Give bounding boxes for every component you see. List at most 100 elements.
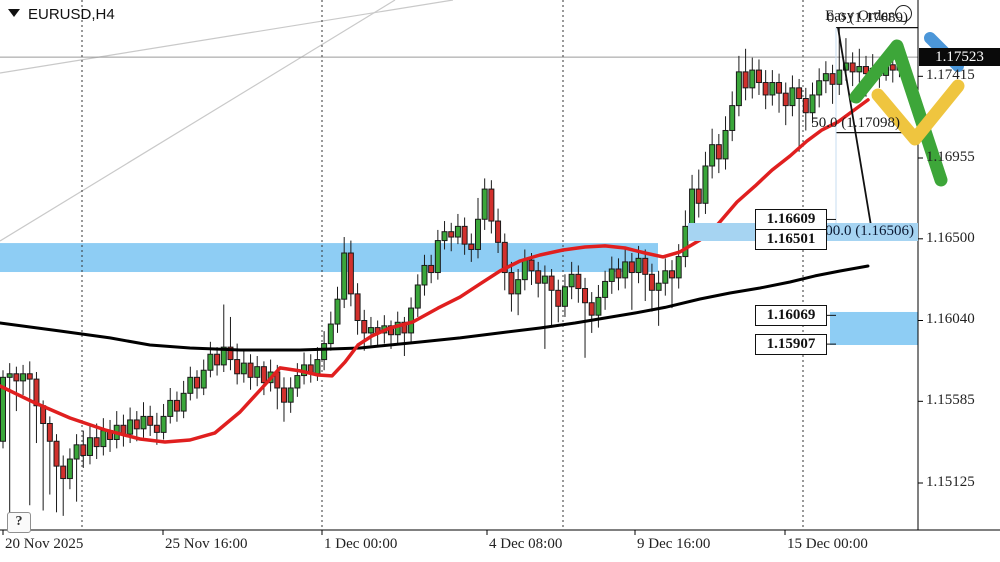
candle-body bbox=[515, 279, 522, 295]
candle-body bbox=[194, 376, 201, 389]
candle-body bbox=[829, 73, 836, 85]
candle-body bbox=[816, 80, 823, 96]
candle-body bbox=[127, 419, 134, 435]
price-level-tag[interactable]: 1.15907 bbox=[755, 334, 827, 356]
candle-body bbox=[575, 273, 582, 290]
candle-body bbox=[26, 373, 33, 380]
price-level-tag[interactable]: 1.16069 bbox=[755, 305, 827, 327]
time-axis-label: 25 Nov 16:00 bbox=[165, 536, 248, 552]
candle-body bbox=[160, 415, 167, 433]
candle-body bbox=[662, 270, 669, 284]
candle-body bbox=[749, 69, 756, 89]
candle-body bbox=[441, 231, 448, 242]
candle-body bbox=[321, 343, 328, 361]
candle-body bbox=[254, 366, 261, 378]
candle-body bbox=[260, 366, 267, 384]
candle-body bbox=[187, 376, 194, 394]
candle-body bbox=[173, 399, 180, 412]
candle-body bbox=[474, 218, 481, 250]
price-axis-label: 1.16040 bbox=[926, 311, 975, 328]
candle-body bbox=[0, 376, 6, 442]
candle-body bbox=[93, 437, 100, 448]
candle-body bbox=[33, 378, 40, 407]
candle-body bbox=[46, 423, 53, 442]
candle-body bbox=[889, 64, 896, 71]
candle-body bbox=[682, 225, 689, 258]
symbol-dropdown-icon[interactable] bbox=[8, 9, 20, 17]
candle-body bbox=[240, 362, 247, 375]
candle-body bbox=[80, 444, 87, 456]
candle-body bbox=[367, 327, 374, 334]
candle-body bbox=[227, 346, 234, 361]
candle-body bbox=[722, 129, 729, 160]
candle-body bbox=[595, 296, 602, 316]
candle-body bbox=[809, 94, 816, 114]
candle-body bbox=[66, 458, 73, 480]
candle-body bbox=[755, 69, 762, 84]
candle-body bbox=[214, 353, 221, 366]
candle-body bbox=[488, 188, 495, 222]
easy-order-icon[interactable] bbox=[895, 5, 912, 22]
candle-body bbox=[481, 188, 488, 220]
help-button[interactable]: ? bbox=[7, 512, 31, 533]
candle-body bbox=[434, 240, 441, 274]
candle-body bbox=[582, 288, 589, 304]
easy-order-label: Easy Order bbox=[825, 8, 893, 24]
candle-body bbox=[180, 392, 187, 412]
candle-body bbox=[508, 272, 515, 295]
candle-body bbox=[280, 387, 287, 403]
price-level-tag[interactable]: 1.16609 bbox=[755, 209, 827, 231]
candle-body bbox=[421, 264, 428, 286]
candle-body bbox=[501, 241, 508, 274]
price-level-tag[interactable]: 1.16501 bbox=[755, 228, 827, 250]
candle-body bbox=[200, 369, 207, 389]
candle-body bbox=[769, 82, 776, 96]
candle-body bbox=[655, 282, 662, 291]
candle-body bbox=[856, 66, 863, 73]
candle-body bbox=[836, 69, 843, 85]
candle-body bbox=[541, 275, 548, 284]
candle-body bbox=[334, 298, 341, 325]
candle-body bbox=[60, 465, 67, 480]
price-axis-label: 1.16955 bbox=[926, 149, 975, 165]
candle-body bbox=[133, 419, 140, 430]
candle-body bbox=[361, 319, 368, 334]
candle-body bbox=[789, 87, 796, 107]
candle-body bbox=[822, 73, 829, 82]
candle-body bbox=[735, 71, 742, 107]
candle-body bbox=[669, 270, 675, 279]
time-axis-label: 1 Dec 00:00 bbox=[324, 536, 398, 552]
fib-level-50-label: 50.0 (1.17098) bbox=[811, 114, 900, 131]
supply-demand-zone bbox=[830, 311, 918, 346]
time-axis-label: 15 Dec 00:00 bbox=[787, 536, 868, 552]
current-bid-price-box: 1.17523 bbox=[919, 48, 1000, 67]
candle-body bbox=[140, 415, 147, 430]
price-axis-label: 1.15585 bbox=[926, 392, 975, 409]
candle-body bbox=[468, 243, 475, 250]
candle-body bbox=[548, 275, 555, 291]
candle-body bbox=[555, 289, 562, 307]
candle-body bbox=[602, 280, 609, 298]
candle-body bbox=[100, 430, 107, 448]
candle-body bbox=[454, 225, 461, 238]
candle-body bbox=[521, 259, 528, 281]
candle-body bbox=[73, 444, 80, 460]
easy-order-widget[interactable]: Easy Order bbox=[825, 5, 912, 25]
candle-body bbox=[695, 188, 702, 204]
candle-body bbox=[528, 259, 535, 272]
candle-body bbox=[327, 323, 334, 345]
candle-body bbox=[314, 359, 321, 375]
candle-body bbox=[642, 257, 649, 275]
candle-body bbox=[648, 273, 655, 291]
candle-body bbox=[796, 87, 803, 100]
candle-body bbox=[689, 188, 696, 227]
fib-diagonal-line bbox=[837, 27, 874, 238]
candle-body bbox=[863, 66, 870, 75]
candle-body bbox=[347, 252, 354, 295]
candle-body bbox=[729, 105, 736, 131]
candle-body bbox=[13, 373, 20, 382]
candle-body bbox=[762, 82, 769, 96]
candle-body bbox=[401, 321, 408, 334]
